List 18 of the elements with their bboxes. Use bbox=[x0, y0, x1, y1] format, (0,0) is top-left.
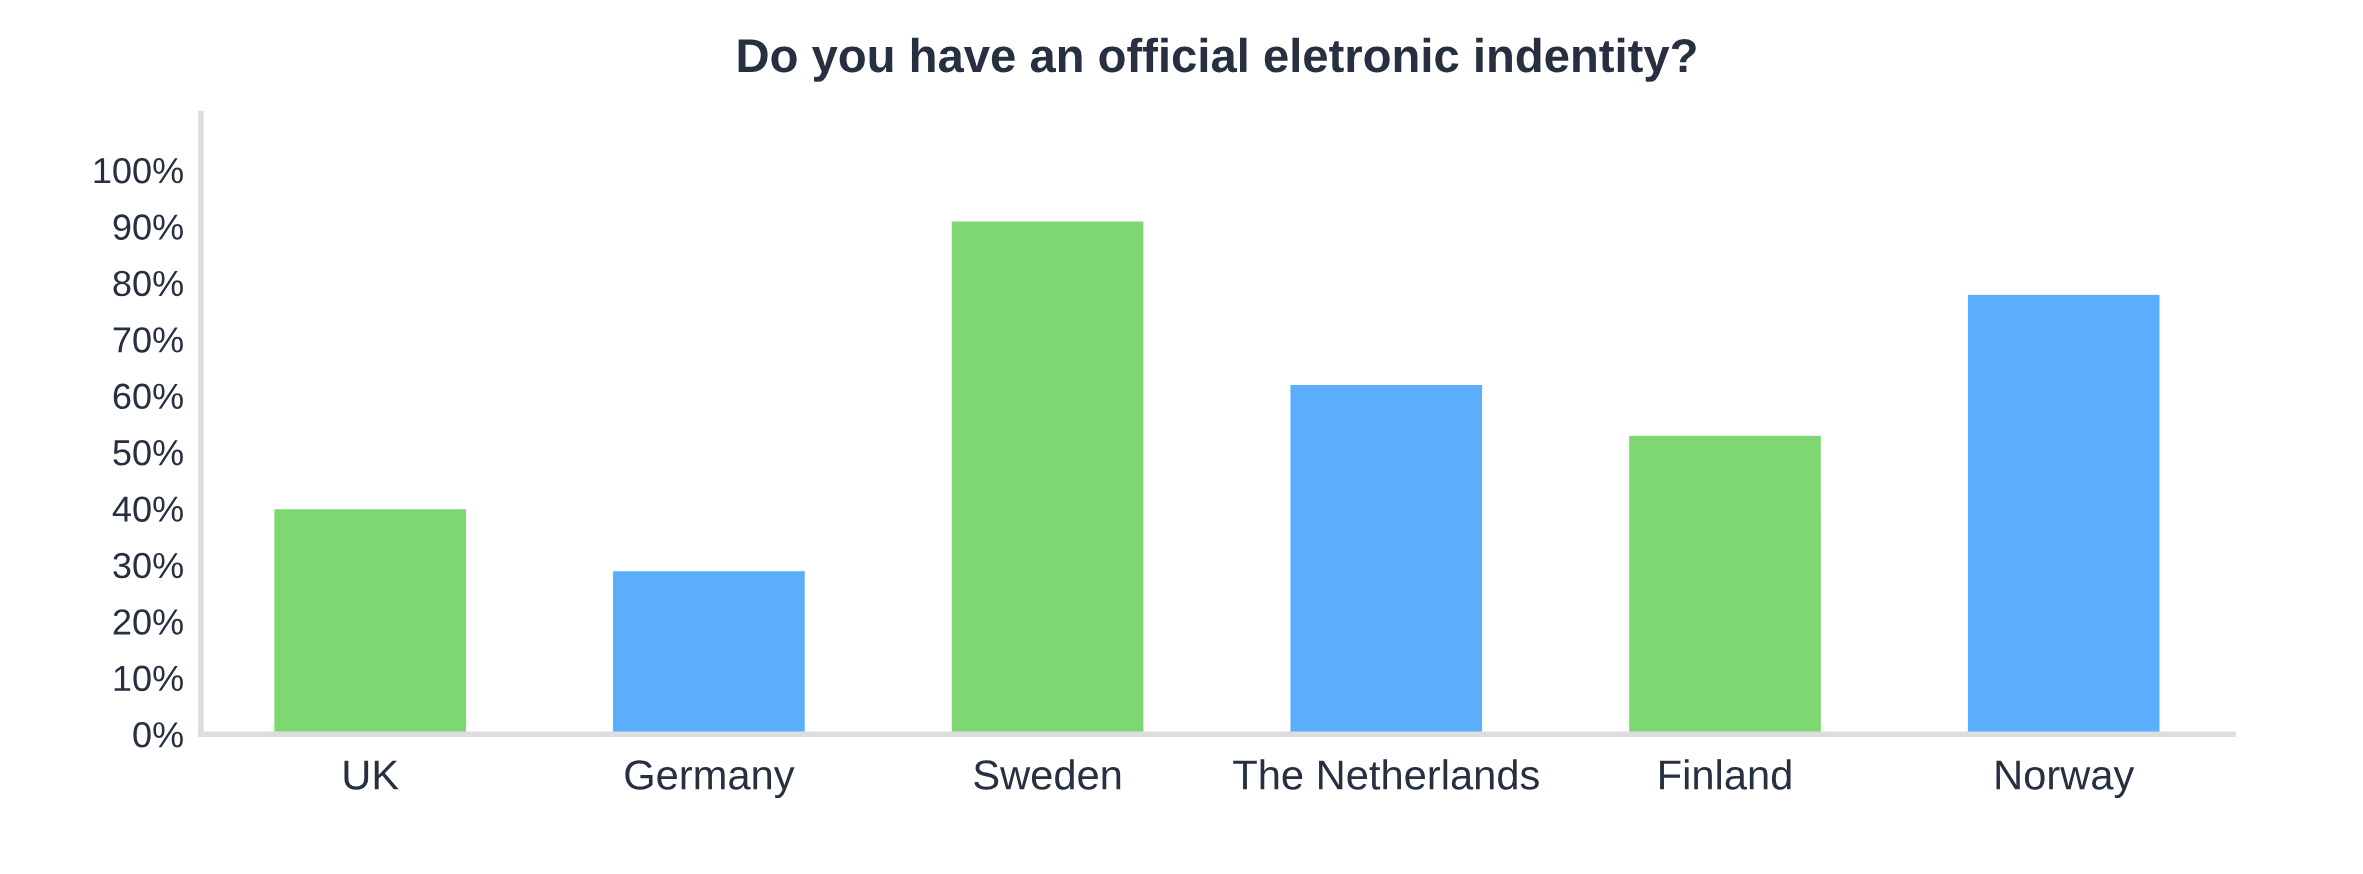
x-tick-label: Norway bbox=[1996, 760, 2135, 798]
x-tick-label: The Netherlands bbox=[1233, 759, 1539, 790]
chart-title: Do you have an official eletronic indentity? bbox=[738, 37, 1696, 82]
x-tick-label: Sweden bbox=[974, 759, 1121, 790]
x-tick-label: UK bbox=[344, 760, 399, 790]
y-tick-label: 20% bbox=[113, 609, 183, 635]
y-tick-label: 30% bbox=[113, 552, 183, 579]
y-tick-label: 90% bbox=[113, 214, 183, 240]
y-tick-label: 60% bbox=[113, 383, 183, 410]
y-tick-label: 100% bbox=[94, 157, 183, 184]
y-tick-label: 40% bbox=[112, 496, 183, 522]
y-tick-label: 0% bbox=[133, 722, 183, 748]
y-tick-label: 50% bbox=[113, 439, 183, 466]
y-tick-label: 70% bbox=[113, 327, 183, 353]
y-tick-label: 10% bbox=[114, 665, 183, 692]
x-tick-label: Finland bbox=[1660, 759, 1791, 790]
y-tick-label: 80% bbox=[113, 270, 183, 297]
x-tick-label: Germany bbox=[625, 760, 795, 798]
